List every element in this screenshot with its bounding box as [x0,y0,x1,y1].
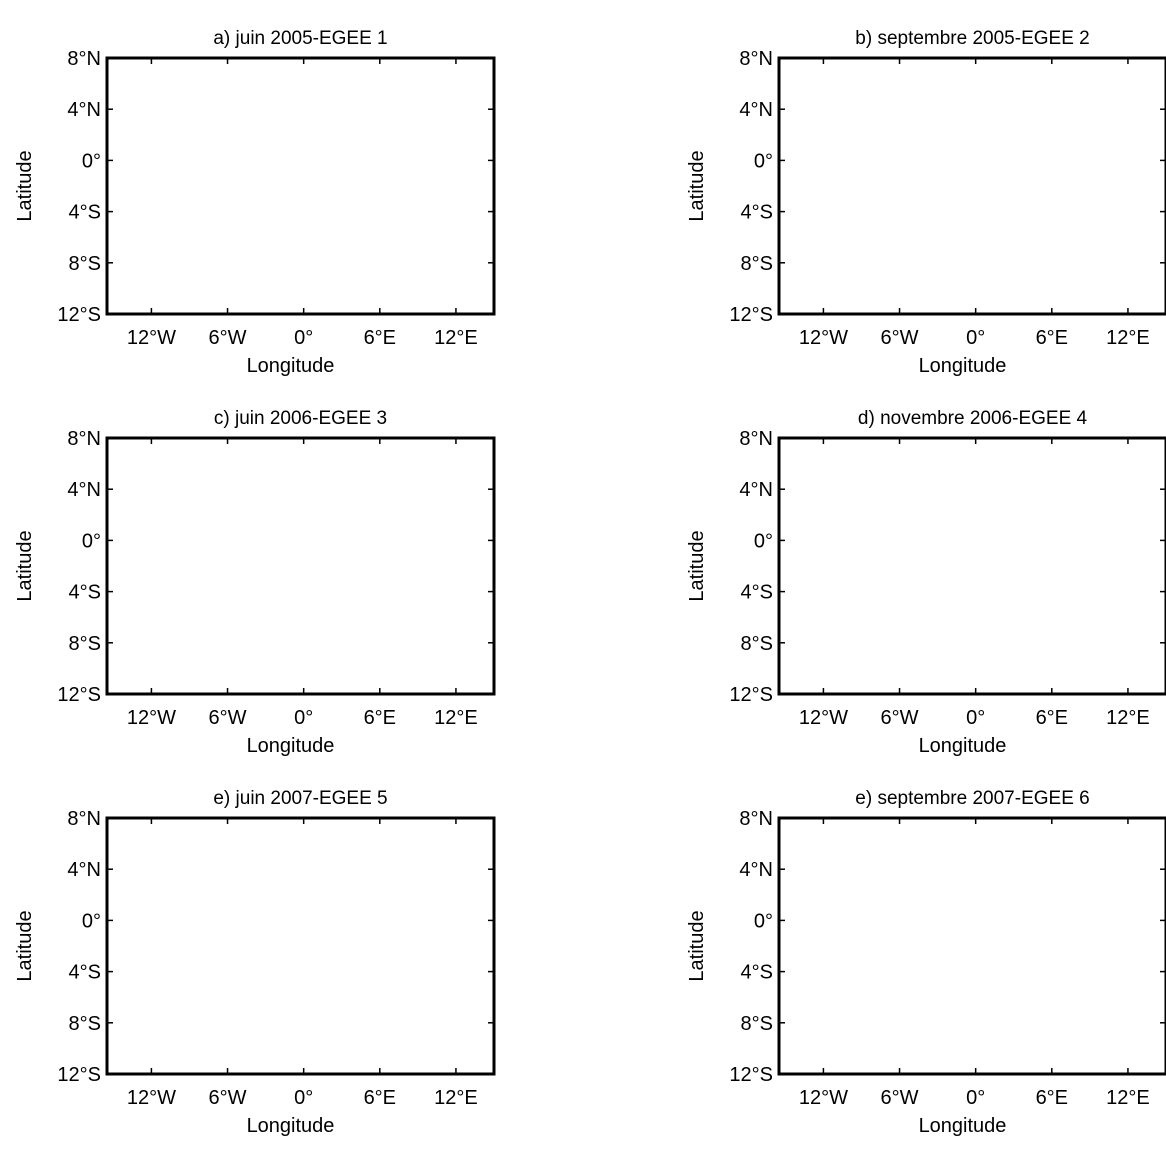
map-frame [105,56,496,316]
y-axis-label: Latitude [686,530,708,601]
map-panel-3: c) juin 2006-EGEE 3 12°W 6°W 0° 6°E 12°E 8°N 4°… [14,408,496,757]
map-frame [105,436,496,696]
y-tick-label: 4°N [739,479,773,501]
x-tick-label: 12°W [799,1087,848,1109]
y-tick-label: 12°S [57,684,101,706]
x-tick-label: 6°W [881,707,919,729]
y-tick-label: 4°S [69,202,101,224]
x-tick-label: 12°E [434,327,478,349]
y-tick-label: 12°S [57,1064,101,1086]
x-tick-label: 6°W [209,327,247,349]
map-title: e) juin 2007-EGEE 5 [213,788,387,809]
x-tick-label: 6°E [1036,1087,1068,1109]
x-axis-label: Longitude [247,735,335,757]
y-tick-label: 8°S [69,253,101,275]
x-tick-label: 12°W [799,327,848,349]
y-tick-label: 8°N [67,808,101,830]
map-panel-6: e) septembre 2007-EGEE 6 12°W 6°W 0° 6°E 12°E… [686,788,1166,1137]
y-axis-label: Latitude [14,150,36,221]
y-tick-label: 12°S [729,304,773,326]
y-axis-label: Latitude [686,910,708,981]
map-panel-4: d) novembre 2006-EGEE 4 12°W 6°W 0° 6°E 12°E 8… [686,408,1166,757]
x-axis-label: Longitude [919,355,1007,377]
map-title: c) juin 2006-EGEE 3 [214,408,387,429]
y-tick-label: 8°S [69,1013,101,1035]
x-tick-label: 6°W [209,707,247,729]
x-tick-label: 0° [966,707,985,729]
x-tick-label: 12°E [434,707,478,729]
y-tick-label: 0° [82,150,101,172]
y-tick-label: 0° [754,150,773,172]
x-tick-label: 12°E [1106,327,1150,349]
y-tick-label: 8°S [741,633,773,655]
y-tick-label: 8°S [741,1013,773,1035]
x-tick-label: 6°W [881,1087,919,1109]
x-tick-label: 12°W [799,707,848,729]
map-frame [777,436,1166,696]
map-panel-1: a) juin 2005-EGEE 1 12°W 6°W 0° 6°E 12°E 8°N 4°… [14,28,496,377]
y-tick-label: 8°N [739,48,773,70]
x-tick-label: 12°W [127,1087,176,1109]
x-tick-label: 6°W [209,1087,247,1109]
y-tick-label: 4°S [741,962,773,984]
y-tick-label: 4°S [741,202,773,224]
y-axis-label: Latitude [14,910,36,981]
x-tick-label: 12°E [1106,707,1150,729]
x-tick-label: 12°W [127,707,176,729]
y-tick-label: 4°S [69,962,101,984]
x-tick-label: 12°E [1106,1087,1150,1109]
map-title: a) juin 2005-EGEE 1 [213,28,387,49]
x-tick-label: 6°E [364,707,396,729]
map-title: b) septembre 2005-EGEE 2 [855,28,1089,49]
x-tick-label: 12°E [434,1087,478,1109]
x-tick-label: 0° [966,1087,985,1109]
y-tick-label: 8°N [67,428,101,450]
map-panel-2: b) septembre 2005-EGEE 2 12°W 6°W 0° 6°E 12°E… [686,28,1166,377]
x-tick-label: 0° [294,1087,313,1109]
y-tick-label: 4°N [67,99,101,121]
y-tick-label: 4°N [67,859,101,881]
x-tick-label: 12°W [127,327,176,349]
x-axis-label: Longitude [919,735,1007,757]
y-tick-label: 12°S [729,684,773,706]
y-tick-label: 4°N [67,479,101,501]
x-axis-label: Longitude [247,355,335,377]
map-title: d) novembre 2006-EGEE 4 [858,408,1088,429]
x-tick-label: 6°E [364,1087,396,1109]
x-tick-label: 6°W [881,327,919,349]
map-frame [777,816,1166,1076]
y-tick-label: 12°S [57,304,101,326]
map-frame [105,816,496,1076]
y-tick-label: 4°S [69,582,101,604]
y-tick-label: 0° [754,530,773,552]
y-tick-label: 8°S [741,253,773,275]
x-axis-label: Longitude [247,1115,335,1137]
y-axis-label: Latitude [686,150,708,221]
x-tick-label: 6°E [1036,327,1068,349]
y-axis-label: Latitude [14,530,36,601]
y-tick-label: 12°S [729,1064,773,1086]
y-tick-label: 0° [82,910,101,932]
y-tick-label: 4°N [739,859,773,881]
y-tick-label: 8°N [739,808,773,830]
x-tick-label: 6°E [364,327,396,349]
x-tick-label: 6°E [1036,707,1068,729]
y-tick-label: 0° [82,530,101,552]
y-tick-label: 8°N [739,428,773,450]
y-tick-label: 0° [754,910,773,932]
x-axis-label: Longitude [919,1115,1007,1137]
y-tick-label: 4°S [741,582,773,604]
map-frame [777,56,1166,316]
map-panel-5: e) juin 2007-EGEE 5 12°W 6°W 0° 6°E 12°E 8°N 4°… [14,788,496,1137]
y-tick-label: 8°N [67,48,101,70]
x-tick-label: 0° [294,707,313,729]
y-tick-label: 4°N [739,99,773,121]
x-tick-label: 0° [294,327,313,349]
x-tick-label: 0° [966,327,985,349]
y-tick-label: 8°S [69,633,101,655]
map-title: e) septembre 2007-EGEE 6 [855,788,1089,809]
